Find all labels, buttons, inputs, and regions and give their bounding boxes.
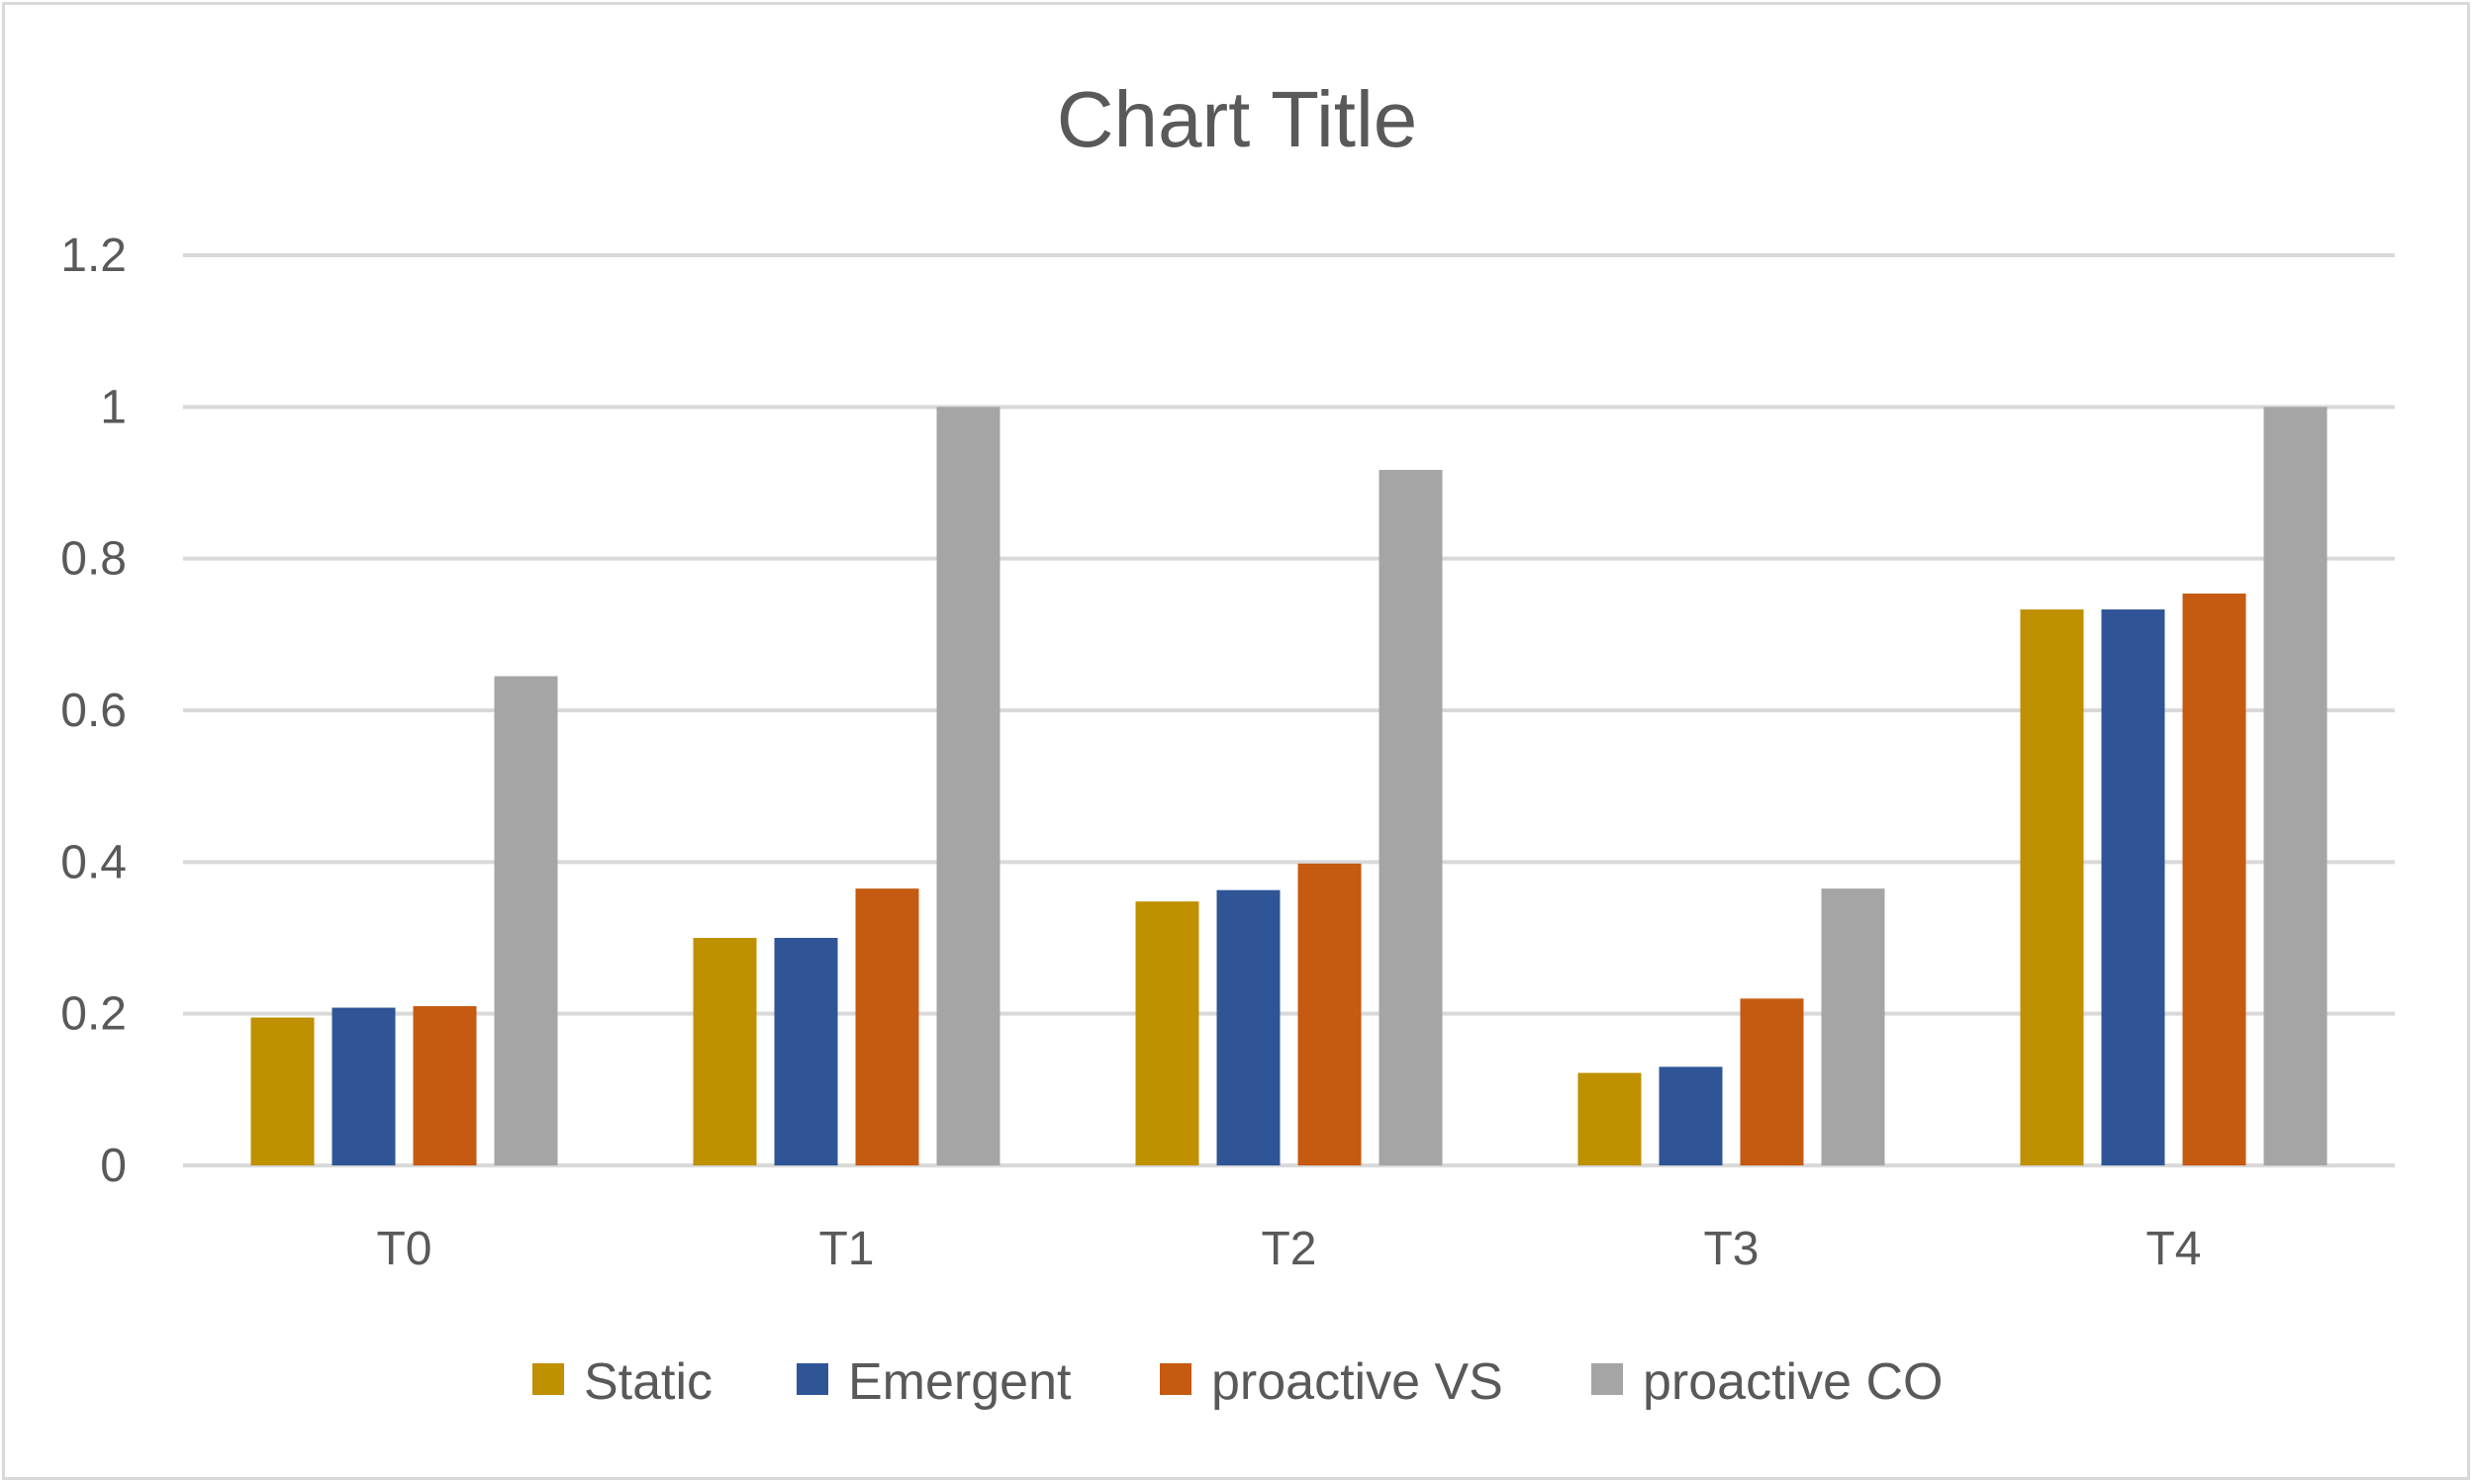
legend-swatch <box>532 1363 564 1395</box>
bars <box>250 407 2328 1165</box>
x-tick-label: T4 <box>2145 1223 2201 1275</box>
legend-item: Emergent <box>797 1353 1072 1411</box>
legend-label: proactive VS <box>1211 1353 1503 1411</box>
bar-t4-emergent <box>2101 609 2165 1165</box>
bar-t2-proactive-vs <box>1297 863 1362 1165</box>
bar-t0-proactive-co <box>494 676 558 1165</box>
bar-t2-proactive-co <box>1379 469 1443 1165</box>
x-tick-label: T3 <box>1703 1223 1759 1275</box>
bar-t4-proactive-co <box>2263 407 2328 1165</box>
bar-t3-static <box>1577 1072 1642 1165</box>
bar-t2-emergent <box>1216 889 1281 1165</box>
y-tick-label: 0.2 <box>60 988 127 1041</box>
legend: Static Emergent proactive VS proactive CO <box>532 1353 1943 1411</box>
bar-t1-proactive-co <box>936 407 1000 1165</box>
legend-item: proactive VS <box>1160 1353 1503 1411</box>
x-tick-label: T2 <box>1261 1223 1316 1275</box>
legend-swatch <box>797 1363 828 1395</box>
y-tick-label: 1 <box>100 381 127 433</box>
x-axis-ticks: T0 T1 T2 T3 T4 <box>376 1223 2201 1275</box>
legend-swatch <box>1160 1363 1191 1395</box>
y-tick-label: 1.2 <box>60 230 127 282</box>
y-tick-label: 0 <box>100 1140 127 1192</box>
y-tick-label: 0.4 <box>60 836 127 888</box>
y-tick-label: 0.6 <box>60 685 127 737</box>
legend-label: proactive CO <box>1643 1353 1943 1411</box>
x-tick-label: T1 <box>818 1223 874 1275</box>
bar-t3-proactive-vs <box>1740 998 1804 1165</box>
y-tick-label: 0.8 <box>60 533 127 586</box>
legend-label: Static <box>584 1353 713 1411</box>
bar-t0-static <box>250 1017 315 1165</box>
bar-t0-emergent <box>332 1007 396 1165</box>
bar-t3-emergent <box>1659 1067 1723 1165</box>
bar-t3-proactive-co <box>1821 888 1885 1165</box>
y-axis-ticks: 0 0.2 0.4 0.6 0.8 1 1.2 <box>60 230 127 1192</box>
bar-t1-emergent <box>774 938 838 1165</box>
bar-t4-proactive-vs <box>2182 593 2246 1165</box>
legend-item: Static <box>532 1353 713 1411</box>
bar-t1-proactive-vs <box>855 888 919 1165</box>
x-tick-label: T0 <box>376 1223 431 1275</box>
legend-label: Emergent <box>848 1353 1072 1411</box>
bar-t1-static <box>693 938 757 1165</box>
bar-t4-static <box>2020 609 2084 1165</box>
legend-swatch <box>1591 1363 1623 1395</box>
bar-t2-static <box>1135 901 1199 1165</box>
bar-t0-proactive-vs <box>413 1006 477 1165</box>
chart-title: Chart Title <box>1057 75 1418 163</box>
legend-item: proactive CO <box>1591 1353 1943 1411</box>
